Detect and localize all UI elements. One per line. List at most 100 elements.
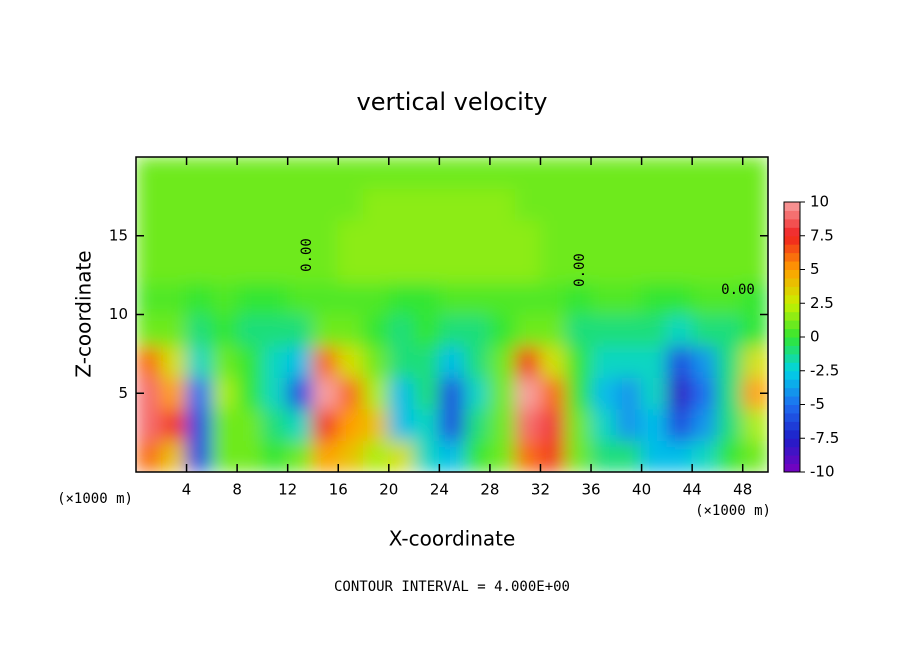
field-cell: [413, 188, 440, 221]
field-cell: [236, 219, 263, 252]
field-cell: [388, 251, 415, 284]
field-cell: [716, 345, 744, 378]
field-cell: [641, 251, 668, 284]
field-cell: [160, 314, 188, 347]
x-axis-label: X-coordinate: [389, 527, 516, 551]
field-cell: [413, 157, 440, 189]
field-cell: [742, 345, 768, 378]
field-cell: [514, 219, 541, 252]
colorbar-swatch: [784, 412, 800, 422]
x-tick-label: 48: [733, 481, 752, 499]
field-cell: [716, 251, 744, 284]
field-cell: [514, 251, 541, 284]
field-cell: [312, 251, 339, 284]
field-cell: [641, 408, 668, 441]
field-cell: [615, 440, 643, 472]
colorbar-swatch: [784, 210, 800, 220]
colorbar-swatch: [784, 320, 800, 330]
field-cell: [514, 440, 541, 472]
colorbar-swatch: [784, 337, 800, 346]
field-cell: [691, 282, 718, 315]
field-cell: [312, 345, 339, 378]
field-cell: [438, 314, 466, 347]
field-cell: [186, 219, 213, 252]
field-cell: [539, 157, 567, 189]
field-cell: [539, 440, 567, 472]
chart-title: vertical velocity: [357, 88, 548, 116]
colorbar-swatch: [784, 277, 800, 287]
field-cell: [312, 219, 339, 252]
colorbar-swatch: [784, 421, 800, 431]
field-cell: [615, 345, 643, 378]
field-cell: [666, 314, 693, 347]
field-cell: [641, 188, 668, 221]
field-cell: [615, 251, 643, 284]
x-unit-label: (×1000 m): [57, 491, 133, 507]
field-cell: [666, 251, 693, 284]
field-cell: [590, 219, 617, 252]
field-cell: [236, 345, 263, 378]
colorbar-swatch: [784, 235, 800, 245]
field-cell: [261, 440, 289, 472]
field-cell: [186, 282, 213, 315]
field-cell: [261, 219, 289, 252]
field-cell: [489, 219, 516, 252]
field-cells: [136, 157, 768, 472]
x-tick-label: 32: [531, 481, 550, 499]
colorbar-label: -10: [810, 463, 835, 481]
field-cell: [186, 314, 213, 347]
field-cell: [388, 440, 415, 472]
field-cell: [464, 314, 491, 347]
colorbar-swatch: [784, 353, 800, 363]
field-cell: [666, 408, 693, 441]
colorbar-swatch: [784, 404, 800, 414]
field-cell: [413, 282, 440, 315]
field-cell: [337, 408, 365, 441]
field-cell: [691, 314, 718, 347]
field-cell: [438, 440, 466, 472]
field-cell: [641, 377, 668, 410]
field-cell: [160, 440, 188, 472]
field-cell: [413, 345, 440, 378]
y-axis-label: Z-coordinate: [72, 250, 96, 377]
contour-label: 0.00: [572, 253, 588, 287]
field-cell: [211, 314, 238, 347]
field-cell: [489, 157, 516, 189]
field-cell: [388, 157, 415, 189]
field-cell: [539, 251, 567, 284]
field-cell: [236, 314, 263, 347]
field-cell: [716, 314, 744, 347]
field-cell: [565, 408, 592, 441]
field-cell: [211, 188, 238, 221]
field-cell: [565, 314, 592, 347]
field-cell: [438, 282, 466, 315]
field-cell: [666, 345, 693, 378]
field-cell: [287, 251, 314, 284]
field-cell: [413, 219, 440, 252]
field-cell: [287, 377, 314, 410]
field-cell: [565, 219, 592, 252]
x-tick-label: 4: [182, 481, 192, 499]
footer-note: CONTOUR INTERVAL = 4.000E+00: [334, 579, 570, 595]
field-cell: [615, 157, 643, 189]
field-cell: [236, 377, 263, 410]
field-cell: [464, 188, 491, 221]
colorbar-swatch: [784, 362, 800, 372]
field-cell: [160, 157, 188, 189]
field-cell: [413, 440, 440, 472]
field-cell: [363, 282, 390, 315]
field-cell: [337, 440, 365, 472]
field-cell: [514, 282, 541, 315]
colorbar-swatch: [784, 429, 800, 439]
field-cell: [464, 251, 491, 284]
field-cell: [363, 219, 390, 252]
field-cell: [590, 345, 617, 378]
field-cell: [388, 345, 415, 378]
field-cell: [489, 408, 516, 441]
field-cell: [666, 377, 693, 410]
field-cell: [261, 157, 289, 189]
field-cell: [742, 157, 768, 189]
field-cell: [590, 408, 617, 441]
colorbar-swatch: [784, 387, 800, 397]
x-unit-label: (×1000 m): [695, 503, 771, 519]
